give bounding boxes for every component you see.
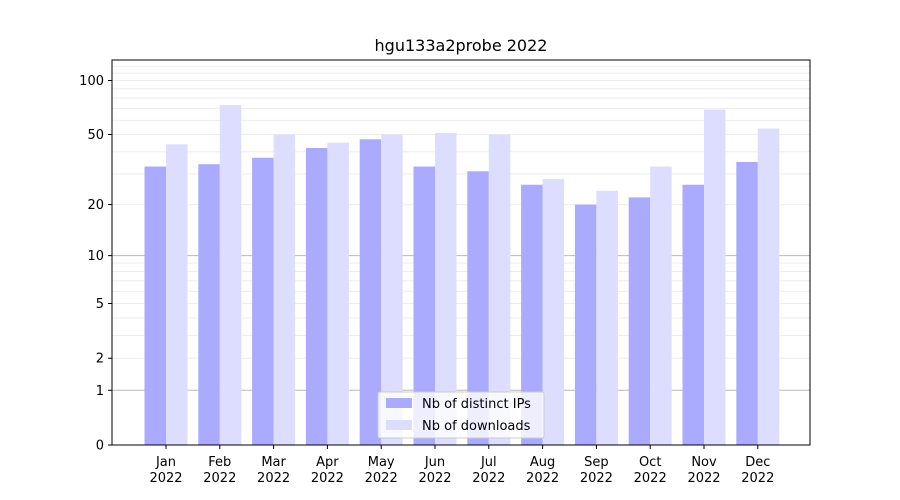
x-tick-label-month: Dec: [745, 455, 770, 470]
x-tick-label-year: 2022: [634, 471, 667, 486]
bar-distinct-ips-jun: [413, 166, 435, 445]
x-tick-label-month: Jan: [155, 455, 176, 470]
bar-distinct-ips-mar: [252, 157, 274, 445]
x-tick-label-year: 2022: [149, 471, 182, 486]
x-tick-label-year: 2022: [472, 471, 505, 486]
legend-frame: [377, 391, 545, 439]
x-axis: Jan2022Feb2022Mar2022Apr2022May2022Jun20…: [149, 445, 774, 486]
bar-distinct-ips-nov: [682, 184, 704, 445]
x-tick-label-month: Apr: [316, 455, 339, 470]
y-axis: 0 1 2 5 10 20 50 100: [79, 74, 112, 454]
y-tick-label: 0: [96, 439, 104, 454]
bar-downloads-mar: [273, 134, 296, 446]
x-tick-label-year: 2022: [311, 471, 344, 486]
y-tick-label: 100: [79, 74, 104, 89]
x-tick-label-month: Jul: [480, 455, 497, 470]
bar-distinct-ips-oct: [628, 197, 651, 445]
bar-distinct-ips-apr: [305, 147, 328, 446]
plot-frame: [111, 59, 811, 446]
legend-swatch-downloads: [386, 420, 412, 430]
y-tick-label: 5: [96, 297, 104, 312]
bar-distinct-ips-may: [359, 139, 382, 446]
y-tick-label: 1: [96, 384, 104, 399]
x-tick-label-year: 2022: [257, 471, 290, 486]
x-tick-label-month: Mar: [261, 455, 286, 470]
bar-downloads-jun: [435, 132, 457, 445]
x-tick-label-year: 2022: [203, 471, 236, 486]
bar-distinct-ips-jul: [467, 171, 489, 445]
bar-distinct-ips-dec: [736, 162, 758, 445]
x-tick-label-year: 2022: [687, 471, 720, 486]
x-tick-label-year: 2022: [526, 471, 559, 486]
bar-distinct-ips-aug: [521, 184, 543, 445]
bar-distinct-ips-jan: [144, 166, 166, 445]
bar-distinct-ips-feb: [198, 164, 220, 445]
x-tick-label-year: 2022: [741, 471, 774, 486]
x-tick-label-year: 2022: [418, 471, 451, 486]
y-tick-label: 20: [87, 198, 104, 213]
x-tick-label-month: Sep: [584, 455, 609, 470]
legend-swatch-distinct-ips: [386, 398, 412, 408]
bar-downloads-sep: [596, 190, 618, 445]
bar-downloads-jan: [166, 144, 188, 446]
legend: Nb of distinct IPs Nb of downloads: [377, 391, 545, 439]
x-tick-label-year: 2022: [580, 471, 613, 486]
bar-downloads-jul: [488, 134, 511, 446]
bar-downloads-feb: [219, 105, 242, 446]
x-tick-label-month: Jun: [424, 455, 445, 470]
x-tick-label-month: Oct: [639, 455, 661, 470]
x-tick-label-month: Feb: [208, 455, 231, 470]
x-tick-label-month: Nov: [691, 455, 717, 470]
x-tick-label-year: 2022: [365, 471, 398, 486]
legend-label-downloads: Nb of downloads: [422, 419, 531, 434]
bar-downloads-may: [381, 134, 403, 446]
bar-downloads-aug: [542, 179, 565, 445]
bar-distinct-ips-sep: [574, 204, 597, 445]
chart-title: hgu133a2probe 2022: [375, 36, 548, 55]
bar-downloads-apr: [327, 142, 349, 445]
y-tick-label: 2: [96, 352, 104, 367]
x-tick-label-month: Aug: [530, 455, 555, 470]
bars: [144, 105, 780, 446]
y-tick-label: 50: [87, 128, 104, 143]
y-tick-label: 10: [87, 249, 104, 264]
legend-label-distinct-ips: Nb of distinct IPs: [422, 397, 531, 412]
bar-downloads-dec: [757, 128, 780, 445]
x-tick-label-month: May: [368, 455, 395, 470]
bar-downloads-nov: [704, 109, 726, 445]
bar-downloads-oct: [650, 166, 672, 445]
